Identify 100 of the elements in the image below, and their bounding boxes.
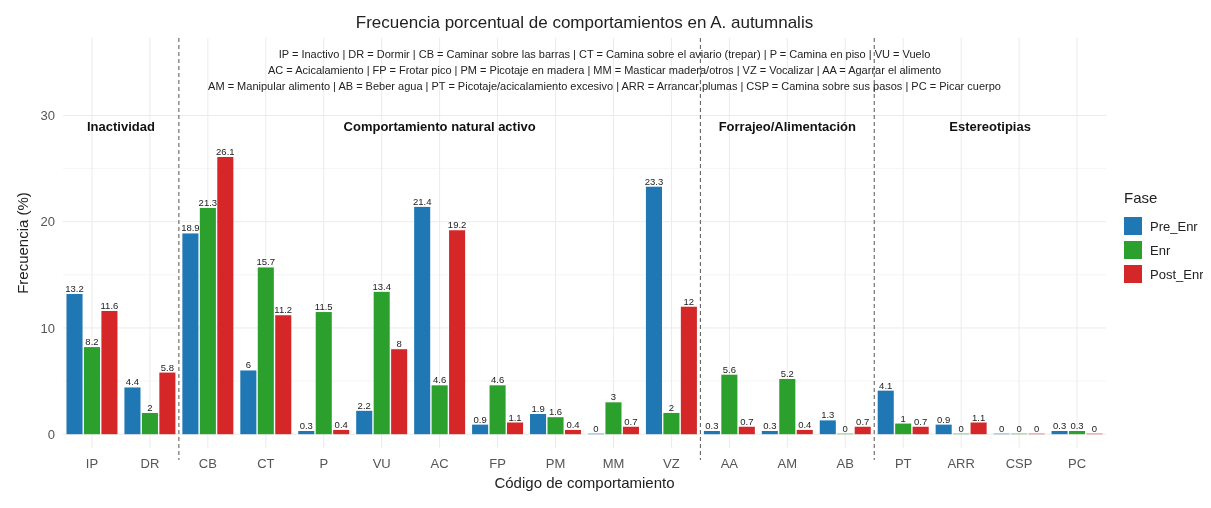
bar	[431, 385, 448, 435]
data-label: 5.8	[160, 361, 174, 373]
x-tick-label: CSP	[1005, 456, 1033, 471]
x-tick-label: PC	[1068, 456, 1087, 471]
legend-label: Enr	[1150, 242, 1171, 258]
data-label: 21.4	[412, 195, 432, 207]
annotation: Inactividad	[86, 119, 155, 135]
x-tick-label: PT	[894, 456, 912, 471]
bar	[199, 207, 216, 435]
data-label: 0.3	[299, 420, 313, 432]
bar	[315, 312, 332, 435]
data-label: 0.7	[740, 415, 754, 427]
data-label: 21.3	[198, 196, 218, 208]
data-label: 26.1	[216, 145, 235, 157]
data-label: 13.4	[372, 280, 391, 292]
bar	[703, 431, 720, 435]
data-label: 0.3	[1070, 420, 1084, 432]
bar	[779, 378, 796, 435]
bar	[796, 429, 813, 435]
bar	[159, 372, 176, 435]
data-label: 4.6	[433, 374, 447, 386]
bar	[1068, 431, 1086, 435]
annotation: Estereotipias	[949, 119, 1031, 135]
bar	[721, 374, 738, 435]
bar	[83, 347, 101, 435]
bar	[373, 291, 390, 435]
y-tick-label: 20	[40, 214, 55, 230]
bar	[489, 385, 506, 435]
bar	[275, 315, 292, 435]
bar	[877, 390, 894, 435]
data-label: 0.3	[763, 420, 777, 432]
bar	[356, 410, 373, 435]
bar	[738, 426, 755, 435]
data-label: 0.7	[914, 415, 928, 427]
bar	[895, 423, 912, 435]
bar	[101, 310, 118, 435]
data-label: 0.4	[798, 418, 812, 430]
bar	[257, 267, 274, 435]
data-label: 5.2	[780, 367, 794, 379]
data-label: 11.6	[100, 299, 119, 311]
bar	[298, 431, 315, 435]
legend-title: Fase	[1124, 189, 1158, 206]
data-label: 2	[147, 401, 153, 413]
y-tick-label: 30	[40, 108, 55, 124]
data-label: 1.3	[821, 409, 835, 421]
data-label: 0.9	[473, 413, 487, 425]
data-label: 12	[683, 295, 695, 307]
bar	[547, 417, 564, 435]
bar	[622, 426, 639, 435]
bar	[240, 370, 257, 435]
data-label: 0	[593, 423, 599, 435]
bar	[564, 429, 582, 435]
data-label: 15.7	[256, 256, 276, 268]
bar	[449, 230, 466, 435]
data-label: 4.6	[490, 374, 505, 386]
bar	[333, 429, 350, 435]
bar	[854, 426, 871, 435]
annotation: AM = Manipular alimento | AB = Beber agua | PT = Picotaje/acicalamiento excesivo | ARR = Arrancar plumas | CSP = Camina sobre sus pasos | PC = Picar cuerpo	[208, 80, 1001, 92]
annotation: Forrajeo/Alimentación	[718, 119, 856, 135]
data-label: 1.1	[971, 411, 986, 423]
x-tick-label: VZ	[663, 456, 680, 471]
data-label: 0	[958, 423, 964, 435]
bar	[970, 422, 987, 435]
x-tick-label: AA	[720, 456, 739, 471]
data-label: 0.3	[705, 420, 719, 432]
bar	[472, 424, 489, 435]
annotation: AC = Acicalamiento | FP = Frotar pico | PM = Picotaje en madera | MM = Masticar madera/otros | VZ = Vocalizar | AA = Agarrar el alimento	[267, 64, 942, 76]
bar	[507, 422, 524, 435]
x-tick-label: VU	[372, 456, 391, 471]
bar	[912, 426, 929, 435]
bar	[680, 306, 697, 435]
data-label: 0	[1016, 423, 1022, 435]
data-label: 0	[1033, 423, 1040, 435]
x-tick-label: PM	[545, 456, 566, 471]
data-label: 13.2	[65, 282, 84, 294]
data-label: 11.2	[274, 304, 293, 316]
data-label: 0.4	[334, 418, 348, 430]
data-label: 0	[1091, 423, 1098, 435]
bar	[605, 402, 622, 435]
bar	[217, 156, 234, 435]
data-label: 0.7	[856, 415, 870, 427]
x-tick-label: CB	[198, 456, 217, 471]
data-label: 1.1	[508, 411, 522, 423]
chart-title: Frecuencia porcentual de comportamientos en A. autumnalis	[355, 13, 814, 32]
bar	[391, 349, 408, 435]
bar	[141, 412, 158, 435]
data-label: 6	[245, 359, 251, 371]
x-tick-label: AC	[430, 456, 449, 471]
data-label: 3	[610, 391, 617, 403]
data-label: 5.6	[722, 363, 736, 375]
data-label: 0.3	[1052, 420, 1067, 432]
data-label: 0.9	[937, 413, 951, 425]
data-label: 23.3	[644, 175, 664, 187]
data-label: 1	[900, 412, 906, 424]
x-tick-label: MM	[602, 456, 625, 471]
x-tick-label: P	[319, 456, 329, 471]
data-label: 18.9	[181, 222, 200, 234]
bar	[935, 424, 952, 435]
data-label: 8	[396, 338, 402, 350]
x-axis-title: Código de comportamiento	[494, 474, 675, 491]
